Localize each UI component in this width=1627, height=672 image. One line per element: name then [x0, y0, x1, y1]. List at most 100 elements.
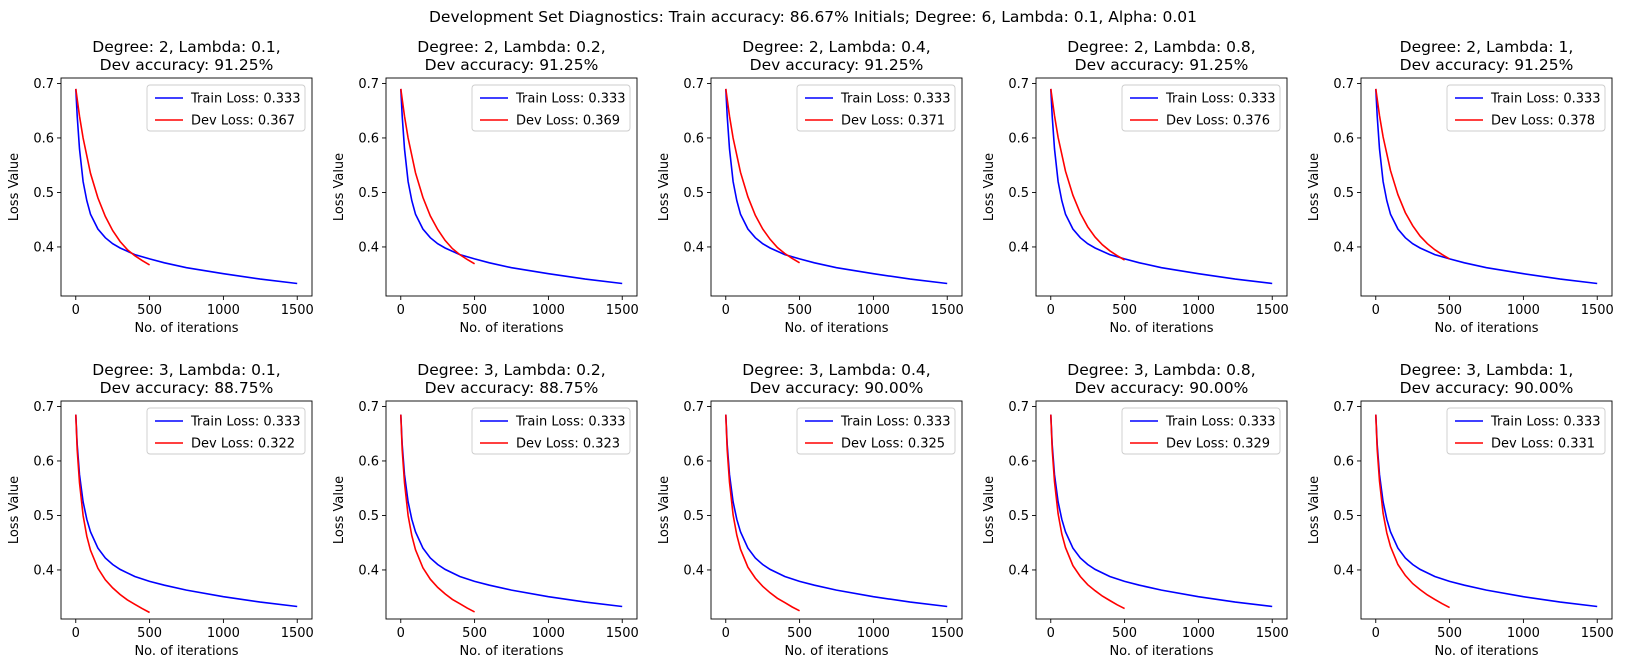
train-loss-line [75, 88, 298, 285]
y-tick-label: 0.4 [358, 240, 379, 255]
y-tick-label: 0.7 [683, 400, 704, 415]
x-tick-label: 500 [1112, 303, 1137, 318]
legend-box [471, 84, 631, 132]
y-tick-label: 0.6 [1333, 131, 1354, 146]
legend: Train Loss: 0.333 Dev Loss: 0.322 [146, 407, 306, 455]
y-tick-label: 0.4 [1008, 563, 1029, 578]
subplot-grid: Degree: 2, Lambda: 0.1,Dev accuracy: 91.… [7, 38, 1614, 659]
dev-loss-line [1050, 414, 1125, 610]
y-tick-label: 0.7 [33, 400, 54, 415]
subplot-title-line1: Degree: 3, Lambda: 1, [1400, 361, 1574, 379]
y-tick-label: 0.4 [33, 563, 54, 578]
x-tick-label: 0 [1372, 626, 1380, 641]
subplot-title-line1: Degree: 2, Lambda: 0.4, [742, 38, 930, 56]
y-axis-label: Loss Value [7, 476, 22, 544]
x-tick-label: 0 [722, 626, 730, 641]
legend: Train Loss: 0.333 Dev Loss: 0.331 [1446, 407, 1606, 455]
x-tick-label: 500 [462, 626, 487, 641]
x-tick-label: 500 [137, 303, 162, 318]
train-loss-line [1375, 414, 1598, 608]
legend-box [796, 84, 956, 132]
x-axis-label: No. of iterations [134, 644, 238, 659]
subplot: Degree: 2, Lambda: 0.2,Dev accuracy: 91.… [332, 38, 639, 336]
x-tick-label: 1500 [931, 626, 964, 641]
y-tick-label: 0.6 [1333, 454, 1354, 469]
subplot-title-line2: Dev accuracy: 91.25% [750, 56, 924, 74]
x-tick-label: 1500 [931, 303, 964, 318]
x-axis-label: No. of iterations [1109, 321, 1213, 336]
y-tick-label: 0.7 [1008, 77, 1029, 92]
train-loss-line [1050, 414, 1273, 608]
legend-box [796, 407, 956, 455]
legend-box [1121, 407, 1281, 455]
y-axis-label: Loss Value [1307, 153, 1322, 221]
y-tick-label: 0.7 [1008, 400, 1029, 415]
axes-frame [60, 400, 313, 620]
legend-train-label: Train Loss: 0.333 [515, 415, 626, 430]
y-tick-label: 0.5 [1008, 509, 1029, 524]
y-axis-label: Loss Value [332, 476, 347, 544]
legend-train-label: Train Loss: 0.333 [515, 92, 626, 107]
y-tick-label: 0.4 [1008, 240, 1029, 255]
y-axis-label: Loss Value [1307, 476, 1322, 544]
x-tick-label: 500 [137, 626, 162, 641]
x-tick-label: 0 [72, 626, 80, 641]
axes-frame [60, 77, 313, 297]
y-axis-label: Loss Value [332, 153, 347, 221]
axes-frame [710, 400, 963, 620]
train-loss-line [1375, 88, 1598, 285]
legend-train-label: Train Loss: 0.333 [190, 415, 301, 430]
x-tick-label: 1000 [1507, 303, 1540, 318]
train-loss-line [400, 414, 623, 608]
subplot-title-line1: Degree: 2, Lambda: 1, [1400, 38, 1574, 56]
x-tick-label: 0 [1047, 626, 1055, 641]
x-axis-label: No. of iterations [459, 321, 563, 336]
y-tick-label: 0.7 [1333, 400, 1354, 415]
y-tick-label: 0.4 [358, 563, 379, 578]
x-tick-label: 0 [397, 626, 405, 641]
x-tick-label: 0 [397, 303, 405, 318]
legend-train-label: Train Loss: 0.333 [1490, 415, 1601, 430]
x-tick-label: 500 [787, 626, 812, 641]
train-loss-line [1050, 88, 1273, 285]
x-tick-label: 0 [1372, 303, 1380, 318]
train-loss-line [400, 88, 623, 285]
subplot: Degree: 3, Lambda: 0.1,Dev accuracy: 88.… [7, 361, 314, 659]
y-tick-label: 0.5 [683, 186, 704, 201]
train-loss-line [725, 88, 948, 285]
x-tick-label: 0 [722, 303, 730, 318]
x-tick-label: 1500 [1256, 626, 1289, 641]
x-tick-label: 500 [1112, 626, 1137, 641]
x-tick-label: 1500 [606, 626, 639, 641]
subplot-title-line1: Degree: 3, Lambda: 0.4, [742, 361, 930, 379]
y-tick-label: 0.5 [358, 186, 379, 201]
y-tick-label: 0.5 [683, 509, 704, 524]
figure-suptitle: Development Set Diagnostics: Train accur… [429, 8, 1197, 26]
y-tick-label: 0.7 [1333, 77, 1354, 92]
legend-dev-label: Dev Loss: 0.331 [1491, 437, 1595, 452]
legend-train-label: Train Loss: 0.333 [1165, 415, 1276, 430]
subplot-title-line1: Degree: 2, Lambda: 0.8, [1067, 38, 1255, 56]
x-axis-label: No. of iterations [459, 644, 563, 659]
subplot-title-line2: Dev accuracy: 90.00% [1400, 379, 1574, 397]
legend-dev-label: Dev Loss: 0.329 [1166, 437, 1270, 452]
y-tick-label: 0.5 [358, 509, 379, 524]
legend-train-label: Train Loss: 0.333 [840, 415, 951, 430]
x-tick-label: 1000 [857, 626, 890, 641]
axes-frame [1035, 400, 1288, 620]
legend: Train Loss: 0.333 Dev Loss: 0.329 [1121, 407, 1281, 455]
x-tick-label: 1500 [606, 303, 639, 318]
x-tick-label: 1000 [1507, 626, 1540, 641]
legend-box [146, 84, 306, 132]
legend-dev-label: Dev Loss: 0.376 [1166, 114, 1270, 129]
dev-loss-line [75, 88, 151, 266]
x-axis-label: No. of iterations [784, 321, 888, 336]
y-axis-label: Loss Value [657, 476, 672, 544]
subplot: Degree: 3, Lambda: 1,Dev accuracy: 90.00… [1307, 361, 1614, 659]
legend-dev-label: Dev Loss: 0.369 [516, 114, 620, 129]
legend-train-label: Train Loss: 0.333 [190, 92, 301, 107]
x-tick-label: 1500 [1256, 303, 1289, 318]
subplot: Degree: 2, Lambda: 1,Dev accuracy: 91.25… [1307, 38, 1614, 336]
legend-dev-label: Dev Loss: 0.322 [191, 437, 295, 452]
axes-frame [1035, 77, 1288, 297]
